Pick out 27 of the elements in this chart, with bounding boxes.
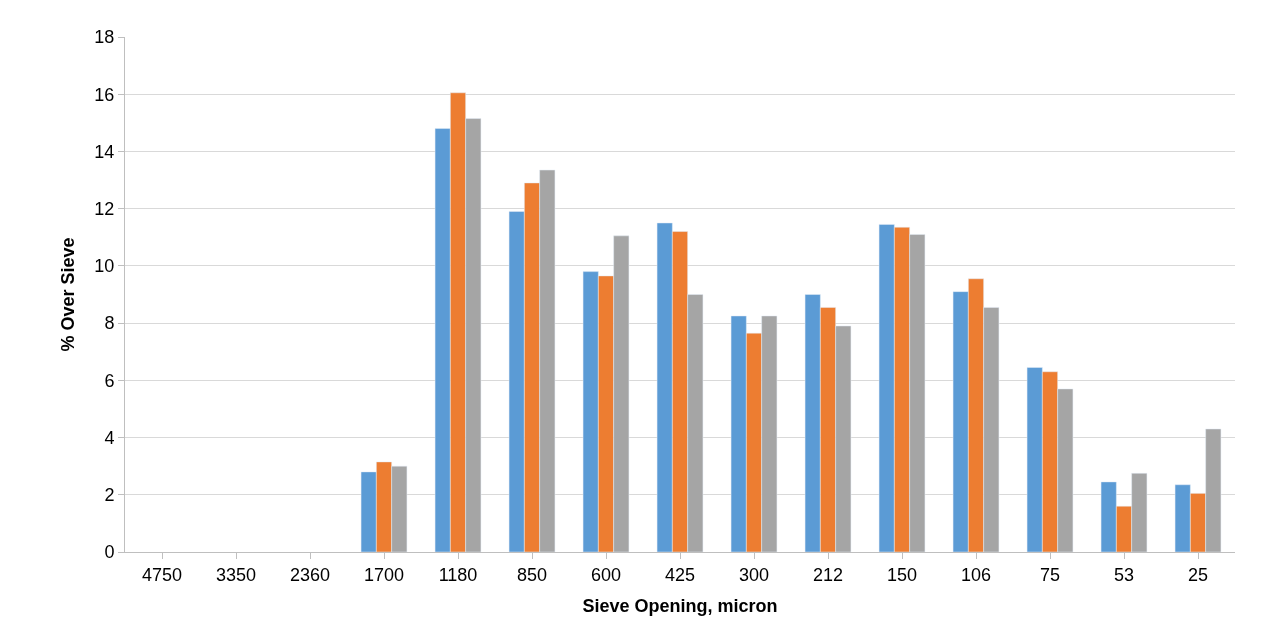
y-tick-label: 16	[94, 84, 115, 105]
x-tick-label: 850	[516, 564, 548, 585]
x-tick-label: 53	[1113, 564, 1135, 585]
y-tick-label: 6	[104, 370, 115, 391]
x-tick-label: 1180	[438, 564, 478, 585]
y-axis-title: % Over Sieve	[57, 237, 78, 352]
x-tick-label: 3350	[215, 564, 257, 585]
y-tick-label: 0	[104, 542, 115, 563]
y-tick-label: 10	[94, 256, 115, 277]
y-tick-label: 4	[104, 427, 115, 448]
x-tick-label: 150	[886, 564, 918, 585]
x-tick-label: 600	[590, 564, 622, 585]
x-tick-label: 2360	[289, 564, 331, 585]
x-axis-title: Sieve Opening, micron	[582, 595, 778, 616]
x-tick-label: 1700	[363, 564, 405, 585]
y-tick-label: 14	[94, 141, 115, 162]
x-tick-label: 212	[812, 564, 844, 585]
y-tick-label: 2	[104, 485, 115, 506]
x-tick-label: 75	[1039, 564, 1061, 585]
x-tick-label: 4750	[141, 564, 183, 585]
y-tick-label: 12	[94, 198, 115, 219]
x-tick-label: 300	[738, 564, 770, 585]
x-tick-label: 25	[1187, 564, 1209, 585]
y-tick-label: 8	[104, 313, 115, 334]
x-tick-label: 425	[664, 564, 696, 585]
y-tick-label: 18	[94, 27, 115, 48]
x-tick-label: 106	[960, 564, 992, 585]
